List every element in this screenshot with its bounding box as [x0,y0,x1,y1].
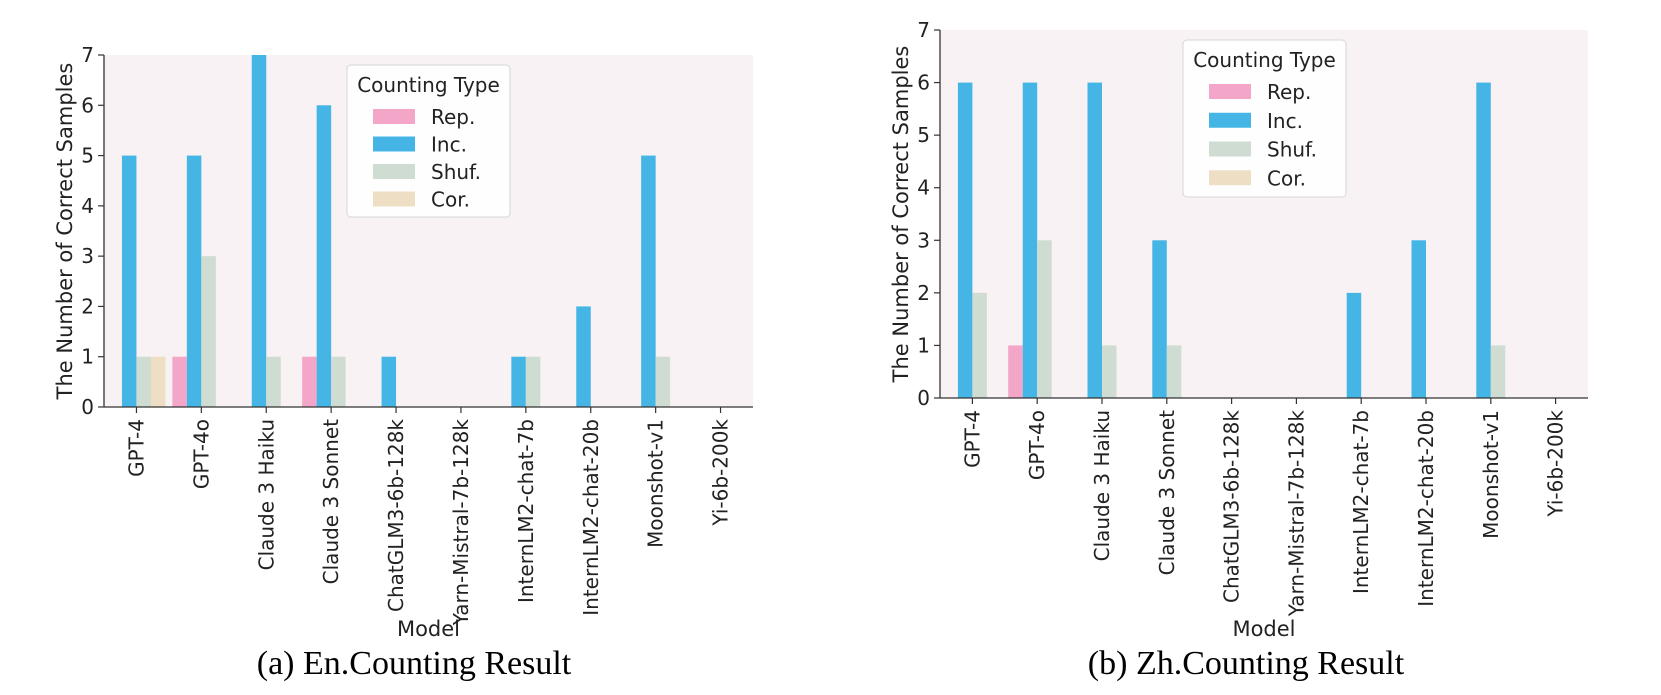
bar-cor-0 [150,356,166,407]
bar-rep-3 [302,356,317,407]
caption-b: (b) Zh.Counting Result [1088,645,1405,682]
bar-inc-0 [121,155,137,407]
bar-shuf-0 [972,292,987,398]
legend-title: Counting Type [357,73,500,97]
x-tick-label-0: GPT-4 [124,419,148,477]
x-tick-label-7: InternLM2-chat-20b [579,419,603,616]
bar-shuf-8 [1490,345,1506,398]
x-axis-label: Model [397,617,460,641]
bar-rep-1 [1008,345,1023,398]
legend-swatch-1 [373,136,415,152]
legend-swatch-3 [1209,170,1251,186]
legend-title: Counting Type [1193,48,1336,72]
y-axis-label: The Number of Correct Samples [53,63,77,401]
bar-inc-6 [1346,292,1362,398]
y-tick-label-1: 1 [917,333,930,357]
bar-inc-6 [511,356,526,407]
y-tick-label-5: 5 [917,123,930,147]
bar-shuf-1 [1037,240,1052,398]
legend-swatch-0 [373,109,415,124]
bar-inc-1 [1022,82,1038,398]
bar-shuf-8 [655,356,671,407]
bar-rep-1 [172,356,187,407]
y-tick-label-7: 7 [81,43,94,67]
x-tick-label-5: Yarn-Mistral-7b-128k [449,419,473,627]
chart-zh-counting: 0 1 2 3 4 5 6 7 GPT-4 GPT-4o Claude 3 Haiku Claude … [889,18,1588,641]
bar-shuf-0 [136,356,151,407]
bar-inc-2 [251,55,267,407]
legend-label-2: Shuf. [1267,138,1317,162]
y-tick-label-5: 5 [81,144,94,168]
x-tick-label-1: GPT-4o [1025,410,1049,480]
x-tick-label-8: Moonshot-v1 [644,419,668,548]
bar-shuf-6 [525,356,541,407]
bar-inc-3 [316,105,332,407]
y-tick-label-0: 0 [917,386,930,410]
y-tick-label-0: 0 [81,395,94,419]
legend-box [1182,39,1347,198]
y-tick-label-4: 4 [917,176,930,200]
y-tick-label-6: 6 [917,71,930,95]
legend-swatch-1 [1209,112,1251,128]
bar-shuf-3 [331,356,346,407]
legend-label-3: Cor. [1267,166,1306,190]
bar-inc-0 [957,82,973,398]
x-tick-label-4: ChatGLM3-6b-128k [1220,410,1244,603]
y-tick-label-2: 2 [81,294,94,318]
bar-inc-2 [1087,82,1102,398]
y-tick-label-2: 2 [917,281,930,305]
y-tick-label-4: 4 [81,194,94,218]
legend-label-1: Inc. [431,133,467,157]
y-tick-label-7: 7 [917,18,930,42]
x-tick-label-4: ChatGLM3-6b-128k [384,419,408,612]
x-tick-label-6: InternLM2-chat-7b [514,419,538,603]
x-tick-label-8: Moonshot-v1 [1479,410,1503,539]
x-tick-label-1: GPT-4o [189,419,213,489]
legend-swatch-2 [373,164,415,179]
bar-inc-8 [641,155,656,407]
x-tick-label-6: InternLM2-chat-7b [1349,410,1373,594]
bar-inc-8 [1476,82,1491,398]
legend-label-0: Rep. [431,105,475,129]
x-tick-label-3: Claude 3 Sonnet [319,419,343,584]
y-axis-label: The Number of Correct Samples [889,46,913,384]
x-tick-label-5: Yarn-Mistral-7b-128k [1284,410,1308,618]
x-tick-label-2: Claude 3 Haiku [254,419,278,570]
y-tick-label-1: 1 [81,345,94,369]
legend-label-2: Shuf. [431,160,481,184]
bar-shuf-3 [1166,345,1182,398]
bar-inc-3 [1152,240,1167,398]
legend-swatch-0 [1209,84,1251,99]
x-tick-label-9: Yi-6b-200k [709,419,733,527]
x-tick-label-7: InternLM2-chat-20b [1414,410,1438,607]
bar-inc-7 [576,306,591,407]
bar-inc-7 [1411,240,1426,398]
legend-label-0: Rep. [1267,80,1311,104]
y-tick-label-3: 3 [917,228,930,252]
chart-en-counting: 0 1 2 3 4 5 6 7 GPT-4 GPT-4o Claude 3 Haiku Claude … [53,43,753,641]
x-tick-label-9: Yi-6b-200k [1544,410,1568,518]
bar-shuf-2 [266,356,281,407]
x-tick-label-2: Claude 3 Haiku [1090,410,1114,561]
y-tick-label-3: 3 [81,244,94,268]
y-tick-label-6: 6 [81,93,94,117]
x-tick-label-0: GPT-4 [960,410,984,468]
bar-inc-4 [381,356,397,407]
legend-label-1: Inc. [1267,109,1303,133]
legend-swatch-3 [373,191,415,207]
legend-label-3: Cor. [431,188,470,212]
bar-inc-1 [186,155,202,407]
x-tick-label-3: Claude 3 Sonnet [1155,410,1179,575]
legend-swatch-2 [1209,141,1251,157]
bar-shuf-1 [201,256,216,407]
x-axis-label: Model [1232,617,1295,641]
bar-shuf-2 [1102,345,1117,398]
caption-a: (a) En.Counting Result [257,645,572,682]
